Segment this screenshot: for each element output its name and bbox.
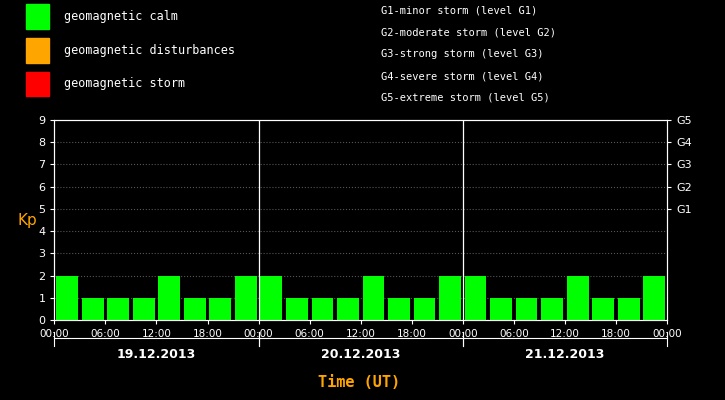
Bar [158, 276, 180, 320]
Bar [567, 276, 589, 320]
Bar [439, 276, 461, 320]
Bar [107, 298, 129, 320]
Text: G2-moderate storm (level G2): G2-moderate storm (level G2) [381, 28, 555, 38]
Bar [388, 298, 410, 320]
Bar [618, 298, 639, 320]
Bar [465, 276, 486, 320]
Text: 19.12.2013: 19.12.2013 [117, 348, 196, 361]
Bar [515, 298, 537, 320]
Bar [643, 276, 665, 320]
Text: 21.12.2013: 21.12.2013 [525, 348, 605, 361]
Text: G4-severe storm (level G4): G4-severe storm (level G4) [381, 71, 543, 81]
Bar [362, 276, 384, 320]
Bar [235, 276, 257, 320]
FancyBboxPatch shape [26, 38, 49, 63]
Y-axis label: Kp: Kp [17, 212, 37, 228]
Bar [542, 298, 563, 320]
Bar [133, 298, 154, 320]
Text: geomagnetic storm: geomagnetic storm [64, 78, 185, 90]
Bar [337, 298, 359, 320]
Text: Time (UT): Time (UT) [318, 375, 400, 390]
FancyBboxPatch shape [26, 72, 49, 96]
Bar [414, 298, 435, 320]
Bar [57, 276, 78, 320]
Bar [490, 298, 512, 320]
Text: G5-extreme storm (level G5): G5-extreme storm (level G5) [381, 93, 550, 103]
Bar [286, 298, 307, 320]
Bar [260, 276, 282, 320]
Bar [592, 298, 614, 320]
Text: 20.12.2013: 20.12.2013 [321, 348, 400, 361]
Text: G1-minor storm (level G1): G1-minor storm (level G1) [381, 6, 537, 16]
Text: G3-strong storm (level G3): G3-strong storm (level G3) [381, 49, 543, 59]
Text: geomagnetic calm: geomagnetic calm [64, 10, 178, 23]
FancyBboxPatch shape [26, 4, 49, 29]
Bar [210, 298, 231, 320]
Bar [184, 298, 206, 320]
Text: geomagnetic disturbances: geomagnetic disturbances [64, 44, 235, 57]
Bar [312, 298, 334, 320]
Bar [82, 298, 104, 320]
